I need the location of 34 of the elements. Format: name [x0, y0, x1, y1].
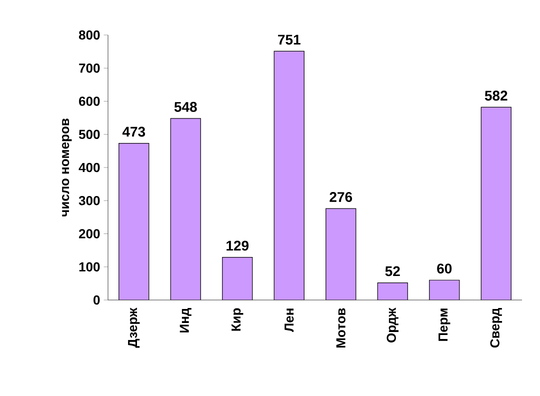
data-label: 548 — [174, 102, 197, 112]
x-tick-label: Лен — [284, 308, 294, 332]
x-tick-label: Мотов — [336, 308, 346, 348]
x-tick-label: Ордж — [386, 308, 399, 342]
y-tick-label: 300 — [78, 196, 100, 206]
x-tick-label: Перм — [438, 308, 450, 341]
y-tick-label: 400 — [78, 162, 100, 172]
y-tick-label: 200 — [78, 229, 100, 238]
bar — [274, 51, 304, 300]
data-label: 473 — [122, 126, 146, 137]
bar — [118, 143, 149, 300]
x-tick-label: Инд — [180, 308, 192, 332]
y-tick-label: 500 — [78, 130, 100, 139]
bar — [326, 208, 356, 300]
bar — [170, 118, 201, 300]
bar — [378, 282, 408, 300]
y-tick-label: 700 — [79, 64, 100, 73]
data-label: 129 — [226, 240, 249, 251]
data-label: 276 — [330, 192, 352, 202]
x-tick-label: Кир — [232, 308, 244, 331]
x-tick-label: Дзерж — [128, 308, 140, 348]
y-tick-label: 800 — [78, 30, 100, 40]
data-label: 751 — [278, 34, 300, 45]
data-label: 52 — [385, 266, 400, 276]
x-tick-label: Сверд — [490, 308, 502, 348]
y-axis-title: число номеров — [62, 118, 72, 216]
y-tick-label: 600 — [79, 96, 100, 106]
y-tick-label: 100 — [79, 262, 100, 272]
data-label: 582 — [484, 90, 508, 101]
bar — [480, 106, 512, 300]
data-label: 60 — [437, 264, 452, 274]
bar — [222, 257, 252, 300]
bar — [429, 280, 460, 300]
y-tick-label: 0 — [94, 295, 100, 305]
